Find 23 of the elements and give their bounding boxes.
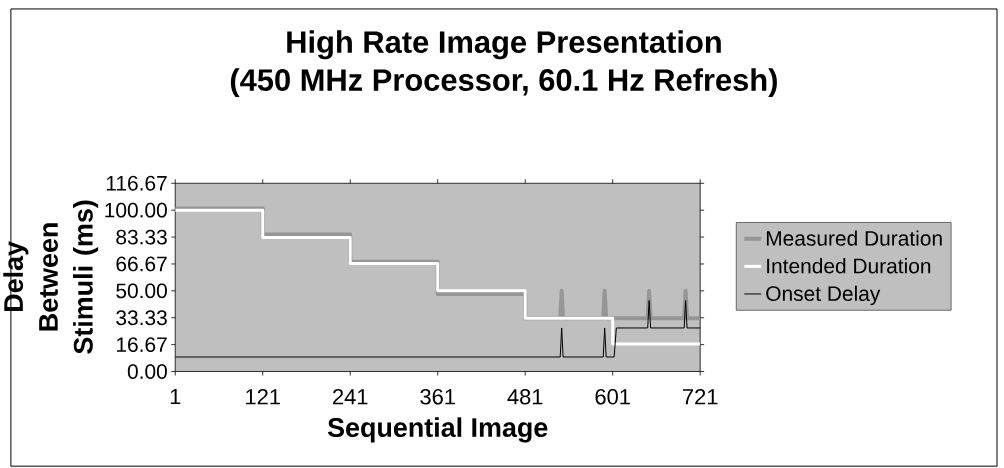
line-series [175, 208, 701, 346]
legend-label: Onset Delay [766, 285, 881, 306]
legend-label: Intended Duration [767, 257, 931, 274]
y-tick-label: 100.00 [105, 202, 167, 218]
chart-subtitle: (450 MHz Processor, 60.1 Hz Refresh) [230, 68, 777, 97]
y-tick-label: 16.67 [116, 337, 167, 352]
x-tick-label: 121 [246, 388, 280, 405]
x-tick-label: 361 [420, 388, 455, 405]
x-axis-title: Sequential Image [327, 417, 548, 443]
y-tick-label: 83.33 [116, 229, 167, 245]
y-tick-label: 50.00 [116, 283, 167, 299]
x-tick-label: 241 [333, 388, 368, 405]
legend-label: Measured Duration [766, 230, 942, 246]
x-tick-label: 601 [595, 388, 630, 405]
x-tick-label: 1 [170, 388, 181, 404]
x-tick-label: 481 [507, 388, 543, 405]
y-tick-label: 33.33 [116, 310, 167, 326]
y-axis-title: Delay Between Stimuli (ms) [3, 200, 99, 354]
y-tick-label: 0.00 [127, 364, 167, 379]
y-tick-label: 66.67 [116, 256, 167, 272]
x-tick-label: 721 [683, 388, 718, 405]
y-tick-label: 116.67 [106, 175, 167, 191]
chart-title: High Rate Image Presentation [287, 30, 721, 60]
